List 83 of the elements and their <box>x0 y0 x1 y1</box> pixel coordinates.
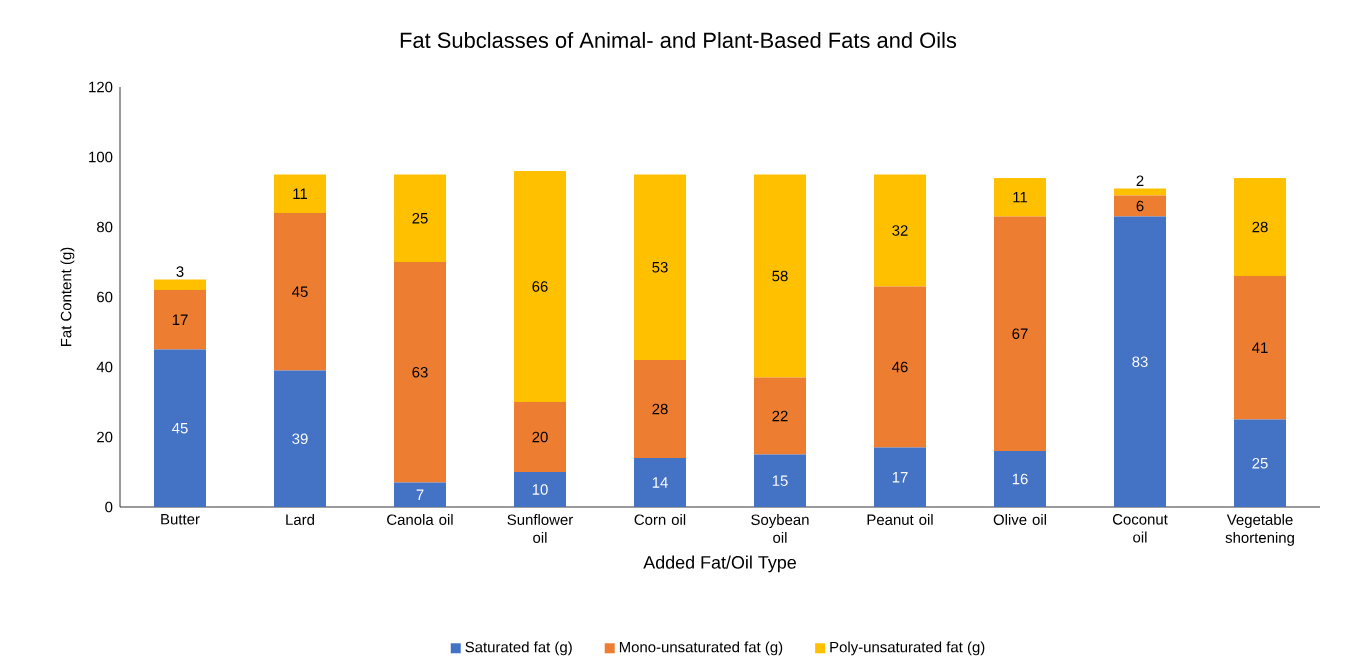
bar <box>514 471 567 507</box>
data-label: 11 <box>293 188 308 199</box>
x-tick-label: Canola oil <box>387 513 453 525</box>
x-tick-label: Coconut oil <box>1112 513 1168 543</box>
x-axis-title: Added Fat/Oil Type <box>643 555 796 573</box>
data-label: 7 <box>416 489 424 500</box>
y-tick-label: 0 <box>105 501 113 513</box>
bar <box>634 174 687 360</box>
bar <box>154 349 206 507</box>
data-label: 67 <box>1012 328 1028 339</box>
legend-label: Poly-unsaturated fat (g) <box>830 641 985 656</box>
bar <box>754 377 807 455</box>
bar <box>274 370 326 507</box>
bar <box>1114 195 1167 217</box>
bar <box>874 447 927 507</box>
bar <box>634 359 687 458</box>
data-label: 25 <box>1252 457 1268 469</box>
data-label: 28 <box>1252 221 1268 233</box>
x-tick-label: Corn oil <box>634 513 686 525</box>
bar <box>1234 177 1287 276</box>
data-label: 66 <box>532 281 548 292</box>
y-axis-title: Fat Content (g) <box>60 247 75 346</box>
x-tick-label: Soybean oil <box>751 513 809 543</box>
y-tick-label: 20 <box>97 431 113 443</box>
data-label: 6 <box>1136 200 1144 212</box>
data-label: 45 <box>172 422 188 434</box>
x-tick-label: Sunflower oil <box>507 513 573 543</box>
legend-label: Saturated fat (g) <box>465 641 572 656</box>
x-tick-label: Peanut oil <box>867 513 933 525</box>
bar <box>1234 419 1287 507</box>
y-tick-label: 120 <box>89 81 113 93</box>
data-label: 20 <box>532 431 548 443</box>
bar <box>394 482 446 507</box>
data-label: 10 <box>532 484 548 495</box>
x-tick-label: Butter <box>161 513 200 525</box>
data-label: 14 <box>652 477 668 488</box>
y-tick-label: 40 <box>96 361 113 373</box>
chart-title: Fat Subclasses of Animal- and Plant-Based Fats and Oils <box>400 31 957 48</box>
bar <box>634 457 687 507</box>
bar <box>754 174 807 378</box>
data-label: 25 <box>412 212 428 224</box>
bar <box>514 401 567 472</box>
x-tick-label: Vegetable shortening <box>1225 513 1294 546</box>
bar <box>874 174 927 287</box>
data-label: 15 <box>772 475 788 486</box>
y-tick-label: 100 <box>89 151 113 163</box>
y-tick-label: 80 <box>97 221 113 233</box>
data-label: 22 <box>772 410 788 422</box>
data-label: 53 <box>652 261 668 273</box>
data-label: 16 <box>1012 473 1028 485</box>
bar <box>874 286 927 448</box>
bar <box>994 216 1047 451</box>
data-label: 17 <box>172 314 188 325</box>
bar <box>394 174 446 262</box>
bar <box>994 177 1047 217</box>
bar <box>394 261 446 483</box>
data-label: 46 <box>892 361 908 373</box>
x-tick-label: Olive oil <box>993 513 1046 525</box>
data-label: 32 <box>892 225 908 236</box>
bar <box>754 454 807 507</box>
data-label: 17 <box>892 472 908 483</box>
data-label: 58 <box>772 270 788 282</box>
bar <box>154 289 206 350</box>
data-label: 83 <box>1132 356 1148 367</box>
bar <box>154 279 206 290</box>
legend-label: Mono-unsaturated fat (g) <box>619 641 783 656</box>
bar <box>994 450 1047 507</box>
bar <box>1114 216 1167 507</box>
data-label: 3 <box>176 266 184 277</box>
y-tick-label: 60 <box>97 291 113 303</box>
data-label: 39 <box>292 433 308 444</box>
data-label: 11 <box>1013 192 1028 203</box>
bar <box>274 212 326 371</box>
x-tick-label: Lard <box>286 513 314 525</box>
data-label: 28 <box>652 403 668 415</box>
data-label: 41 <box>1252 342 1268 353</box>
data-label: 2 <box>1136 175 1144 186</box>
data-label: 45 <box>292 286 308 297</box>
bar <box>514 170 567 402</box>
bar <box>274 174 326 213</box>
bar <box>1114 188 1167 196</box>
bar <box>1234 275 1287 420</box>
data-label: 63 <box>412 366 428 378</box>
